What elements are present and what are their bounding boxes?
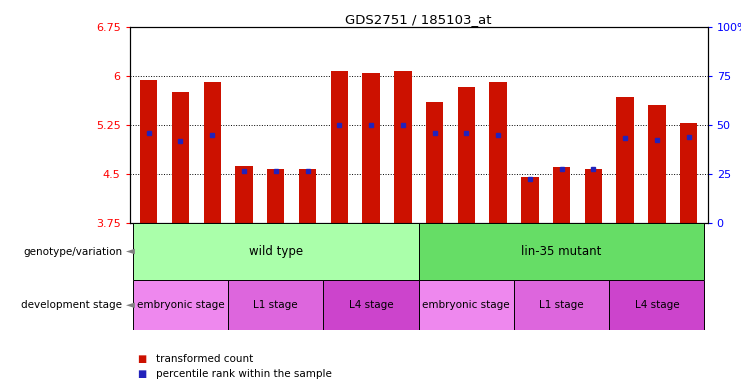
Text: genotype/variation: genotype/variation bbox=[23, 247, 122, 257]
Bar bbox=[172, 92, 189, 223]
Text: percentile rank within the sample: percentile rank within the sample bbox=[156, 369, 331, 379]
Bar bbox=[419, 223, 705, 280]
Text: embryonic stage: embryonic stage bbox=[422, 300, 510, 310]
Bar bbox=[330, 71, 348, 223]
Text: L4 stage: L4 stage bbox=[349, 300, 393, 310]
Text: development stage: development stage bbox=[21, 300, 122, 310]
Bar bbox=[133, 223, 419, 280]
Text: L1 stage: L1 stage bbox=[253, 300, 298, 310]
Bar bbox=[228, 280, 323, 330]
Text: lin-35 mutant: lin-35 mutant bbox=[522, 245, 602, 258]
Bar bbox=[585, 169, 602, 223]
Text: transformed count: transformed count bbox=[156, 354, 253, 364]
Text: L1 stage: L1 stage bbox=[539, 300, 584, 310]
Bar bbox=[419, 280, 514, 330]
Bar bbox=[323, 280, 419, 330]
Text: wild type: wild type bbox=[249, 245, 303, 258]
Bar bbox=[362, 73, 379, 223]
Text: L4 stage: L4 stage bbox=[634, 300, 679, 310]
Bar bbox=[204, 82, 221, 223]
Bar bbox=[267, 169, 285, 223]
Text: embryonic stage: embryonic stage bbox=[136, 300, 225, 310]
Bar bbox=[140, 80, 157, 223]
Text: ■: ■ bbox=[137, 369, 146, 379]
Bar bbox=[553, 167, 571, 223]
Bar bbox=[457, 87, 475, 223]
Bar bbox=[394, 71, 411, 223]
Bar bbox=[133, 280, 228, 330]
Bar bbox=[521, 177, 539, 223]
Bar bbox=[680, 123, 697, 223]
Text: ■: ■ bbox=[137, 354, 146, 364]
Bar bbox=[489, 82, 507, 223]
Bar bbox=[648, 105, 665, 223]
Bar bbox=[426, 102, 443, 223]
Bar bbox=[514, 280, 609, 330]
Bar bbox=[235, 166, 253, 223]
Bar bbox=[609, 280, 705, 330]
Title: GDS2751 / 185103_at: GDS2751 / 185103_at bbox=[345, 13, 492, 26]
Bar bbox=[299, 169, 316, 223]
Bar bbox=[617, 97, 634, 223]
